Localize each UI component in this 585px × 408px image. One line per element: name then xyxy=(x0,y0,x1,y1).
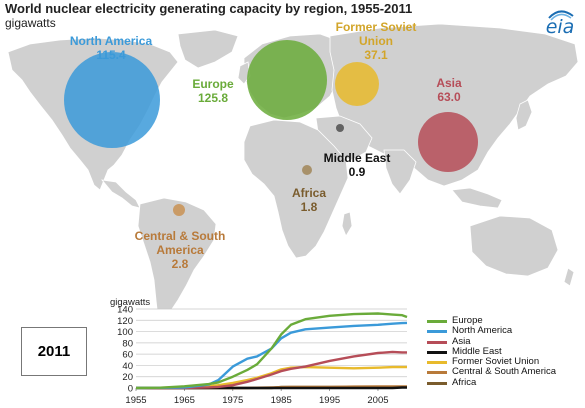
x-tick-label: 1965 xyxy=(174,395,195,406)
map-southeast-asia-landmass xyxy=(451,187,503,209)
legend-item-africa: Africa xyxy=(427,376,585,388)
legend-label: Former Soviet Union xyxy=(452,356,540,368)
bubble-central-south-america xyxy=(173,204,185,216)
y-tick-label: 40 xyxy=(122,361,133,372)
region-value: 0.9 xyxy=(348,165,366,179)
label-middle-east: Middle East 0.9 xyxy=(313,151,401,179)
x-tick-label: 1975 xyxy=(222,395,243,406)
chart-legend: Europe North America Asia Middle East Fo… xyxy=(427,315,585,388)
legend-item-central-south-america: Central & South America xyxy=(427,367,585,377)
label-north-america: North America 115.4 xyxy=(58,34,164,62)
chart-title: World nuclear electricity generating cap… xyxy=(5,1,413,16)
region-value: 2.8 xyxy=(171,257,189,271)
eia-logo-text: eia xyxy=(545,16,575,38)
label-asia: Asia 63.0 xyxy=(424,76,474,104)
y-tick-label: 120 xyxy=(117,316,133,327)
region-value: 125.8 xyxy=(197,91,229,105)
legend-label: Europe xyxy=(452,315,483,326)
y-tick-label: 0 xyxy=(128,384,133,395)
label-europe: Europe 125.8 xyxy=(181,77,245,105)
region-value: 37.1 xyxy=(364,48,388,62)
eia-logo-arc-icon xyxy=(548,10,574,21)
region-value: 115.4 xyxy=(96,48,126,62)
region-name: Union xyxy=(359,34,393,48)
series-line-europe xyxy=(135,312,408,390)
x-tick-label: 1955 xyxy=(125,395,146,406)
legend-label: North America xyxy=(452,325,513,337)
map-south-america-landmass xyxy=(137,197,217,327)
map-africa-landmass xyxy=(243,119,349,259)
label-former-soviet-union: Former Soviet Union 37.1 xyxy=(324,20,428,62)
legend-label: Africa xyxy=(452,376,477,388)
legend-swatch xyxy=(427,361,447,365)
y-tick-label: 80 xyxy=(122,338,133,349)
map-madagascar-landmass xyxy=(341,211,353,237)
legend-swatch xyxy=(427,350,447,354)
region-name: Asia xyxy=(436,76,462,90)
x-tick-label: 1995 xyxy=(319,395,340,406)
unit-label: gigawatts xyxy=(5,16,56,30)
region-name: Africa xyxy=(291,186,326,200)
x-tick-label: 2005 xyxy=(367,395,388,406)
bubble-middle-east xyxy=(336,124,344,132)
y-tick-label: 20 xyxy=(122,372,133,383)
y-axis-label: gigawatts xyxy=(110,297,150,308)
y-tick-label: 60 xyxy=(122,350,133,361)
legend-item-europe: Europe xyxy=(427,315,585,326)
map-india-landmass xyxy=(383,149,417,195)
region-value: 1.8 xyxy=(300,200,318,214)
year-badge: 2011 xyxy=(21,327,87,376)
legend-label: Asia xyxy=(452,335,471,347)
bubble-africa xyxy=(302,165,312,175)
legend-label: Central & South America xyxy=(452,366,557,378)
legend-item-middle-east: Middle East xyxy=(427,345,585,357)
map-greenland-landmass xyxy=(177,29,239,69)
legend-item-asia: Asia xyxy=(427,335,585,347)
bubble-asia xyxy=(418,112,478,172)
x-tick-label: 1985 xyxy=(271,395,292,406)
y-tick-label: 140 xyxy=(117,305,133,316)
eia-logo: eia xyxy=(543,8,577,40)
region-name: America xyxy=(156,243,204,257)
legend-swatch xyxy=(427,371,447,375)
legend-label: Middle East xyxy=(452,345,502,357)
region-name: Europe xyxy=(192,77,234,91)
region-name: North America xyxy=(69,34,153,48)
bubble-former-soviet-union xyxy=(335,62,379,106)
map-japan-landmass xyxy=(515,99,533,131)
region-name: Former Soviet xyxy=(335,20,417,34)
label-central-south-america: Central & South America 2.8 xyxy=(118,229,242,271)
legend-item-north-america: North America xyxy=(427,325,585,337)
map-new-zealand-landmass xyxy=(563,267,575,287)
region-name: Central & South xyxy=(134,229,226,243)
y-tick-label: 100 xyxy=(117,327,133,338)
region-value: 63.0 xyxy=(437,90,461,104)
region-name: Middle East xyxy=(323,151,391,165)
legend-swatch xyxy=(427,320,447,323)
legend-swatch xyxy=(427,340,447,344)
bubble-europe xyxy=(247,40,327,120)
legend-swatch xyxy=(427,330,447,334)
legend-item-former-soviet-union: Former Soviet Union xyxy=(427,356,585,368)
legend-swatch xyxy=(427,381,447,385)
map-australia-landmass xyxy=(469,215,559,277)
bubble-north-america xyxy=(64,52,160,148)
series-line-asia xyxy=(136,350,407,390)
label-africa: Africa 1.8 xyxy=(280,186,338,214)
